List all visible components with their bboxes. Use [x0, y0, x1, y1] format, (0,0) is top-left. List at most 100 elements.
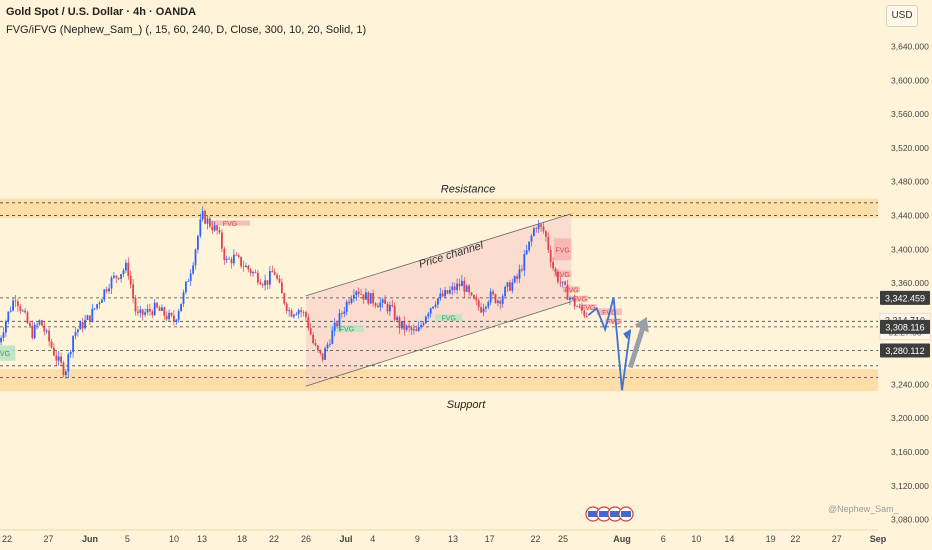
candle-body	[480, 307, 482, 313]
candle-body	[285, 303, 288, 311]
candle-body	[360, 293, 362, 295]
us-flag-event-icon	[610, 511, 620, 517]
channel-lower-line	[305, 301, 572, 387]
candle-body	[108, 288, 110, 292]
fvg-label: FVG	[573, 297, 587, 304]
price-label-text: 3,280.112	[885, 346, 924, 356]
candle-body	[545, 231, 547, 237]
y-tick-label: 3,400.000	[891, 244, 929, 254]
candle-body	[60, 356, 62, 363]
candle-body	[225, 258, 228, 261]
candle-body	[516, 276, 518, 279]
candle-body	[581, 306, 583, 311]
price-label-box	[880, 290, 930, 305]
candle-body	[254, 272, 257, 273]
resistance-zone	[0, 198, 878, 218]
candle-body	[26, 312, 29, 324]
candle-body	[499, 300, 502, 304]
candle-body	[314, 343, 317, 346]
candle-body	[45, 330, 48, 332]
candle-body	[288, 310, 290, 312]
x-tick-label: 25	[558, 534, 568, 544]
author-watermark: @Nephew_Sam_	[828, 504, 899, 514]
candle-body	[525, 250, 528, 255]
candle-body	[434, 304, 437, 307]
candle-body	[81, 322, 84, 329]
candle-body	[343, 311, 346, 314]
candle-body	[317, 345, 319, 350]
candle-body	[578, 306, 581, 308]
candle-body	[559, 281, 562, 283]
candle-body	[134, 297, 137, 312]
fvg-box	[563, 286, 580, 293]
candle-body	[547, 236, 550, 250]
candle-body	[69, 351, 72, 355]
candle-body	[165, 315, 168, 320]
candle-body	[518, 269, 521, 279]
x-tick-label: 22	[790, 534, 800, 544]
y-tick-label: 3,080.000	[891, 515, 929, 525]
candle-body	[494, 294, 497, 303]
candle-body	[96, 304, 98, 309]
x-tick-label: 10	[169, 534, 179, 544]
fvg-box	[571, 295, 589, 302]
candle-body	[14, 300, 17, 302]
candle-body	[261, 284, 264, 286]
candle-body	[542, 226, 545, 232]
y-tick-label: 3,200.000	[891, 413, 929, 423]
fvg-label: FVG	[581, 305, 595, 312]
candle-body	[439, 293, 442, 299]
candle-body	[413, 329, 415, 331]
candle-body	[168, 312, 170, 320]
candle-body	[427, 313, 430, 317]
price-label-box	[880, 319, 930, 334]
candle-body	[408, 325, 410, 328]
fvg-label: FVG	[0, 351, 10, 358]
x-tick-label: 17	[485, 534, 495, 544]
candle-body	[79, 322, 82, 330]
candle-body	[266, 280, 269, 285]
candle-body	[67, 354, 70, 372]
candle-body	[492, 291, 494, 295]
candle-body	[523, 254, 526, 271]
candle-body	[293, 314, 295, 317]
candle-body	[326, 344, 329, 349]
y-tick-label: 3,160.000	[891, 447, 929, 457]
candle-body	[348, 301, 350, 304]
candle-body	[357, 291, 360, 294]
channel-upper-line	[305, 213, 572, 297]
candle-body	[156, 302, 158, 308]
currency-button[interactable]: USD	[886, 5, 918, 27]
fvg-label: FVG	[340, 327, 354, 334]
candle-body	[158, 307, 161, 311]
candle-body	[386, 303, 389, 312]
candle-body	[0, 337, 2, 343]
candle-body	[307, 317, 310, 329]
candle-body	[218, 230, 221, 233]
candle-body	[7, 311, 10, 322]
candle-body	[475, 298, 478, 301]
candle-body	[187, 281, 190, 282]
x-tick-label: 13	[448, 534, 458, 544]
candle-body	[465, 285, 468, 292]
fvg-label: FVG	[606, 319, 620, 326]
candle-body	[125, 262, 127, 271]
candle-body	[237, 255, 240, 257]
candle-body	[127, 262, 130, 276]
candle-body	[281, 282, 283, 294]
price-label-text: 3,308.116	[885, 322, 924, 332]
fvg-box	[435, 314, 463, 322]
x-tick-label: 9	[415, 534, 420, 544]
candle-body	[458, 283, 461, 287]
candle-body	[144, 312, 146, 315]
y-tick-label: 3,560.000	[891, 109, 929, 119]
candle-body	[189, 273, 192, 282]
candle-body	[115, 275, 118, 278]
candle-body	[456, 283, 458, 290]
indicator-legend[interactable]: FVG/iFVG (Nephew_Sam_) (, 15, 60, 240, D…	[6, 24, 367, 36]
candle-body	[55, 355, 58, 361]
candle-body	[269, 271, 271, 285]
candle-body	[50, 341, 53, 348]
